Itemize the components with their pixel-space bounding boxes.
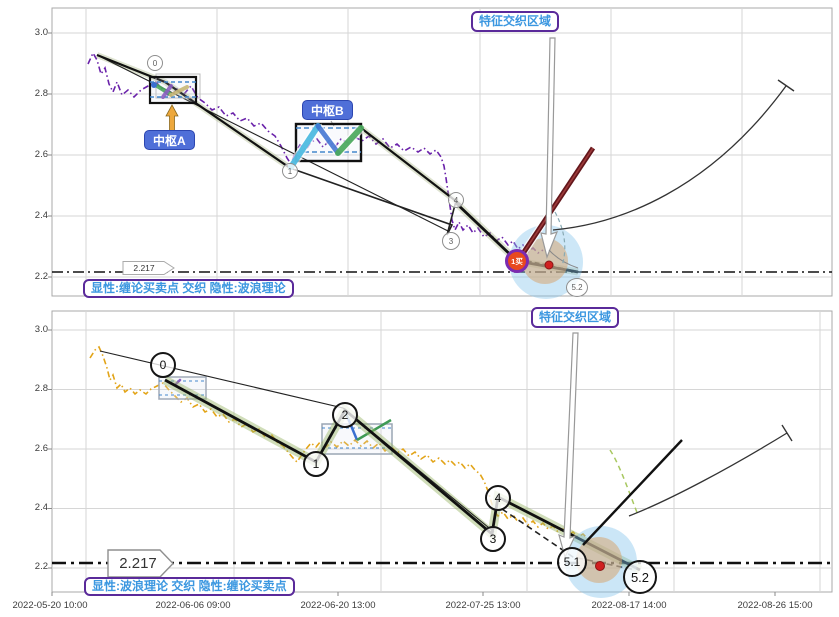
white-arrow-bottom — [558, 332, 579, 559]
y-tick-label: 3.0 — [34, 324, 48, 335]
y-tick-label: 2.6 — [34, 443, 48, 454]
panel-border-top — [51, 7, 833, 297]
x-tick-label: 2022-07-25 13:00 — [445, 600, 521, 611]
pivot-box-b — [287, 120, 365, 170]
y-tick-label: 2.2 — [34, 271, 48, 282]
pivot-box-a — [148, 73, 201, 105]
x-tick-label: 2022-08-17 14:00 — [591, 600, 667, 611]
threshold-tag-text-top: 2.217 — [133, 263, 155, 273]
threshold-tag-text-bottom: 2.217 — [119, 555, 157, 572]
black-trend-line — [582, 439, 683, 546]
wave-marker-1-top: 1 — [282, 163, 298, 179]
wave-marker-4-bottom: 4 — [485, 485, 511, 511]
threshold-tag-top — [122, 261, 175, 275]
white-arrow-top — [540, 37, 559, 259]
y-tick-label: 2.8 — [34, 383, 48, 394]
y-tick-label: 2.8 — [34, 88, 48, 99]
wave-marker-4-top: 4 — [448, 192, 464, 208]
gridlines-top — [52, 8, 832, 296]
wave-marker-3-top: 3 — [442, 232, 460, 250]
strategy-label-top: 显性:缠论买卖点 交织 隐性:波浪理论 — [83, 279, 294, 298]
region-label-top: 特征交织区域 — [471, 11, 560, 32]
wave-marker-0-top: 0 — [147, 55, 163, 71]
y-tick-label: 2.4 — [34, 502, 48, 513]
annotation-arc-bottom — [628, 424, 793, 517]
wave-marker-5-2-top: 5.2 — [566, 278, 588, 297]
y-tick-label: 2.6 — [34, 149, 48, 160]
gridlines-bottom — [52, 311, 832, 592]
y-tick-label: 2.4 — [34, 210, 48, 221]
y-tick-label: 2.2 — [34, 561, 48, 572]
strategy-label-bottom: 显性:波浪理论 交织 隐性:缠论买卖点 — [84, 577, 295, 596]
x-tick-label: 2022-08-26 15:00 — [737, 600, 813, 611]
wave-marker-3-bottom: 3 — [480, 526, 506, 552]
threshold-tag-bottom — [107, 549, 174, 578]
wave-marker-2-bottom: 2 — [332, 402, 358, 428]
x-tick-label: 2022-05-20 10:00 — [12, 600, 88, 611]
maroon-trend-line — [514, 145, 597, 264]
wave-marker-5-1-bottom: 5.1 — [557, 547, 587, 577]
pivot-b-label: 中枢B — [302, 100, 353, 120]
wave-marker-5-2-bottom: 5.2 — [623, 560, 657, 594]
x-tick-label: 2022-06-06 09:00 — [155, 600, 231, 611]
y-tick-label: 3.0 — [34, 27, 48, 38]
buy-point-marker: 1买 — [505, 249, 529, 273]
x-tick-label: 2022-06-20 13:00 — [300, 600, 376, 611]
region-label-bottom: 特征交织区域 — [531, 307, 620, 328]
wave-marker-1-bottom: 1 — [303, 451, 329, 477]
panel-border-bottom — [51, 310, 833, 593]
wave-marker-0-bottom: 0 — [150, 352, 176, 378]
pivot-a-label: 中枢A — [144, 130, 195, 150]
annotation-arc-top — [548, 79, 795, 269]
price-line-bottom — [89, 345, 639, 540]
